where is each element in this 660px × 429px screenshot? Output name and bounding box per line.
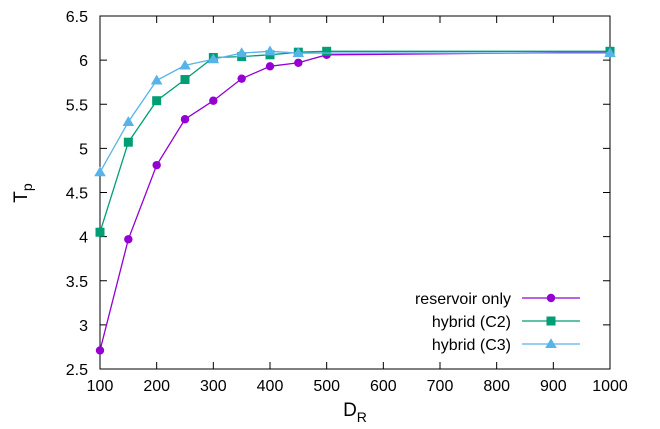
- y-axis-label: Tp: [11, 183, 35, 203]
- x-tick-label: 700: [427, 378, 454, 395]
- data-point: [123, 137, 133, 147]
- legend: reservoir only hybrid (C2) hybrid (C3): [415, 291, 580, 354]
- y-tick-label: 4.5: [66, 186, 88, 203]
- x-tick-label: 900: [540, 378, 567, 395]
- series-line: [99, 50, 610, 173]
- series-0: [95, 47, 615, 355]
- data-point: [264, 45, 276, 56]
- data-point: [124, 235, 133, 244]
- y-tick-label: 5.5: [66, 97, 88, 114]
- plot-frame: [99, 15, 611, 370]
- x-tick-label: 1000: [592, 378, 628, 395]
- x-axis-label: DR: [343, 400, 367, 425]
- series-1: [95, 46, 615, 237]
- data-point: [209, 96, 218, 105]
- legend-label: reservoir only: [415, 291, 511, 308]
- data-point: [237, 74, 246, 83]
- tick-group: 100 200 300 400 500 600 700 800 900 1000 2.5 3 3.5 4 4…: [66, 9, 628, 395]
- legend-marker: [546, 316, 556, 326]
- y-tick-label: 2.5: [66, 362, 88, 379]
- data-point: [207, 53, 220, 64]
- data-point: [180, 115, 190, 124]
- data-point: [152, 96, 162, 106]
- data-point: [179, 59, 191, 70]
- series-2: [94, 45, 616, 177]
- x-tick-label: 200: [143, 378, 170, 395]
- series-line: [99, 51, 611, 351]
- data-point: [292, 47, 305, 58]
- series-group: [94, 45, 616, 355]
- data-point: [152, 160, 161, 170]
- x-tick-label: 400: [257, 378, 284, 395]
- data-point: [122, 116, 135, 126]
- data-point: [95, 346, 105, 355]
- data-point: [604, 47, 616, 58]
- data-point: [322, 46, 332, 56]
- x-tick-label: 800: [483, 378, 510, 395]
- data-point: [94, 166, 106, 177]
- x-tick-label: 600: [370, 378, 397, 395]
- x-tick-label: 300: [200, 378, 227, 395]
- x-axis-label-main: D: [343, 400, 357, 421]
- series-line: [99, 50, 610, 233]
- y-axis-label-main: T: [11, 191, 32, 203]
- legend-label: hybrid (C3): [432, 337, 511, 354]
- x-tick-label: 100: [87, 378, 114, 395]
- x-axis-label-sub: R: [357, 409, 367, 425]
- y-tick-label: 3: [79, 318, 88, 335]
- legend-marker: [545, 338, 557, 349]
- y-tick-label: 5: [79, 141, 88, 158]
- y-tick-label: 4: [79, 230, 88, 247]
- legend-label: hybrid (C2): [432, 314, 511, 331]
- data-point: [95, 227, 105, 237]
- y-tick-label: 6: [79, 53, 88, 70]
- data-point: [180, 75, 190, 85]
- data-point: [235, 47, 248, 58]
- data-point: [294, 58, 303, 67]
- data-point: [265, 62, 275, 71]
- legend-marker: [546, 293, 556, 303]
- y-tick-label: 6.5: [66, 9, 88, 26]
- y-axis-label-sub: p: [19, 183, 35, 191]
- data-point: [150, 74, 163, 85]
- x-tick-label: 500: [313, 378, 340, 395]
- y-tick-label: 3.5: [66, 274, 88, 291]
